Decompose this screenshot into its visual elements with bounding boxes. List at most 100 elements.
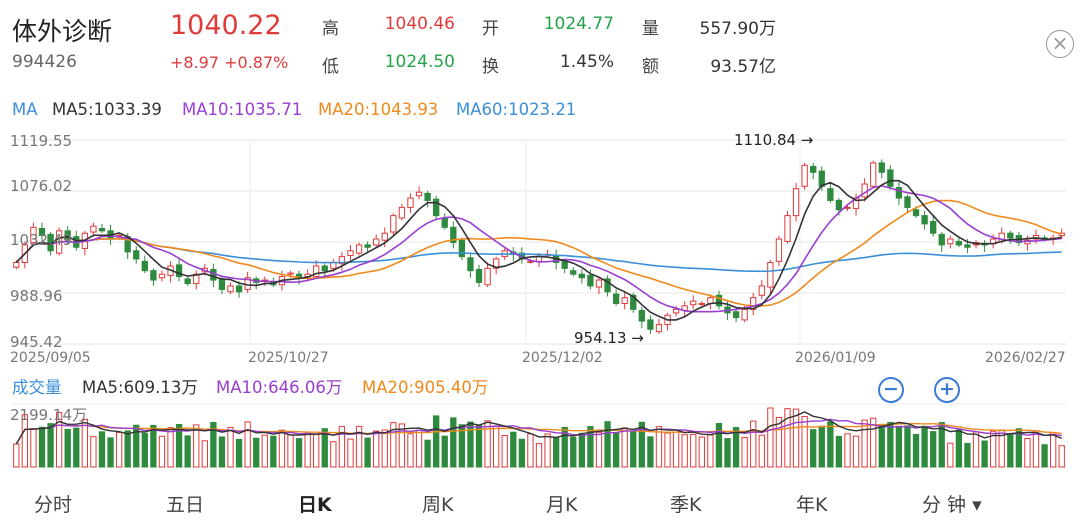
zoom-in-icon[interactable]: + bbox=[934, 377, 960, 403]
volume-bar-down bbox=[295, 438, 303, 468]
candle-down bbox=[364, 241, 371, 254]
volume-bar-up bbox=[227, 426, 234, 468]
last-price: 1040.22 bbox=[170, 10, 282, 41]
volume-bar-up bbox=[278, 429, 286, 468]
volume-bar-up bbox=[861, 419, 868, 468]
volume-bar-up bbox=[750, 420, 757, 468]
open-value: 1024.77 bbox=[543, 14, 614, 34]
candle-up bbox=[347, 244, 354, 261]
candle-body bbox=[784, 215, 791, 242]
volume-bar-up bbox=[595, 431, 603, 468]
candle-down bbox=[938, 232, 945, 252]
tab-intraday[interactable]: 分时 bbox=[34, 494, 73, 516]
volume-bar-up bbox=[655, 426, 663, 468]
volume-bar-down bbox=[107, 437, 114, 468]
candle-body bbox=[810, 165, 817, 173]
volume-bar-down bbox=[921, 425, 928, 468]
candle-body bbox=[561, 260, 568, 269]
candle-body bbox=[415, 191, 423, 197]
candle-body bbox=[424, 192, 431, 201]
candle-body bbox=[878, 162, 885, 173]
volume-bar-up bbox=[55, 412, 63, 468]
tab-quarterly-k[interactable]: 季K bbox=[670, 494, 702, 516]
candle-body bbox=[467, 257, 474, 272]
candle-body bbox=[184, 278, 191, 285]
tab-daily-k[interactable]: 日K bbox=[298, 494, 332, 516]
candle-up bbox=[338, 251, 346, 271]
candle-body bbox=[801, 164, 808, 187]
candle-down bbox=[955, 236, 963, 248]
vol-ma20-legend: MA20:905.40万 bbox=[362, 378, 489, 397]
volume-bar-up bbox=[1024, 437, 1031, 468]
candle-body bbox=[595, 279, 603, 288]
kline-chart[interactable] bbox=[0, 0, 1080, 480]
candle-body bbox=[818, 170, 825, 187]
tab-five-day[interactable]: 五日 bbox=[166, 494, 205, 516]
candle-up bbox=[758, 280, 765, 299]
candle-body bbox=[655, 324, 663, 333]
high-annotation: 1110.84 → bbox=[734, 131, 814, 149]
volume-bar-up bbox=[535, 443, 543, 468]
candle-body bbox=[492, 258, 500, 269]
volume-bar-up bbox=[313, 434, 320, 468]
vol-ma10-legend: MA10:646.06万 bbox=[216, 378, 343, 397]
volume-bar-down bbox=[1041, 444, 1048, 468]
price-axis-label: 1119.55 bbox=[10, 132, 73, 150]
candle-body bbox=[930, 220, 937, 234]
candle-body bbox=[287, 272, 294, 275]
candle-down bbox=[133, 246, 140, 264]
low-label: 低 bbox=[322, 57, 339, 77]
volume-bar-down bbox=[1007, 433, 1014, 468]
candle-body bbox=[861, 183, 868, 198]
candle-body bbox=[141, 260, 148, 272]
candle-up bbox=[227, 282, 234, 295]
price-change: +8.97 +0.87% bbox=[170, 53, 288, 72]
ma20-legend: MA20:1043.93 bbox=[318, 100, 439, 119]
volume-bar-down bbox=[552, 436, 560, 468]
volume-bar-up bbox=[30, 428, 37, 468]
candle-body bbox=[964, 244, 971, 248]
tab-minutes[interactable]: 分 钟 ▾ bbox=[922, 494, 982, 516]
volume-bar-down bbox=[253, 437, 260, 468]
volume-bar-up bbox=[870, 417, 877, 468]
volume-bar-up bbox=[355, 425, 363, 468]
candle-body bbox=[732, 311, 740, 319]
zoom-out-icon[interactable]: − bbox=[878, 377, 904, 403]
ma5-legend: MA5:1033.39 bbox=[52, 100, 162, 119]
candle-down bbox=[810, 162, 817, 180]
volume-bar-down bbox=[424, 439, 431, 468]
tab-weekly-k[interactable]: 周K bbox=[422, 494, 454, 516]
candle-down bbox=[475, 264, 483, 288]
candle-body bbox=[870, 162, 877, 187]
candle-body bbox=[450, 226, 457, 244]
index-code: 994426 bbox=[12, 52, 77, 72]
tab-monthly-k[interactable]: 月K bbox=[546, 494, 578, 516]
volume-bar-up bbox=[990, 430, 997, 468]
high-label: 高 bbox=[322, 19, 339, 39]
index-name: 体外诊断 bbox=[12, 17, 113, 46]
volume-bar-down bbox=[218, 436, 226, 468]
chart-grid bbox=[12, 139, 1066, 468]
candle-up bbox=[690, 295, 697, 310]
volume-bar-up bbox=[681, 434, 688, 468]
date-label: 2025/09/05 bbox=[10, 350, 91, 366]
volume-bar-down bbox=[38, 426, 46, 468]
low-value: 1024.50 bbox=[384, 52, 455, 72]
volume-bar-down bbox=[587, 426, 594, 468]
candle-body bbox=[373, 238, 380, 246]
volume-bar-down bbox=[904, 425, 911, 468]
candle-down bbox=[98, 223, 106, 234]
volume-bar-up bbox=[81, 418, 88, 468]
volume-bar-up bbox=[664, 432, 671, 468]
volume-bar-up bbox=[741, 436, 748, 468]
close-icon[interactable]: × bbox=[1046, 30, 1074, 58]
candle-up bbox=[193, 270, 200, 290]
candle-up bbox=[792, 182, 800, 222]
candle-body bbox=[570, 270, 577, 275]
candle-body bbox=[612, 293, 620, 304]
candle-body bbox=[321, 265, 328, 272]
price-axis-label: 1032.49 bbox=[10, 231, 73, 249]
candle-body bbox=[90, 225, 97, 233]
volume-bar-down bbox=[1015, 428, 1023, 468]
tab-yearly-k[interactable]: 年K bbox=[796, 494, 828, 516]
